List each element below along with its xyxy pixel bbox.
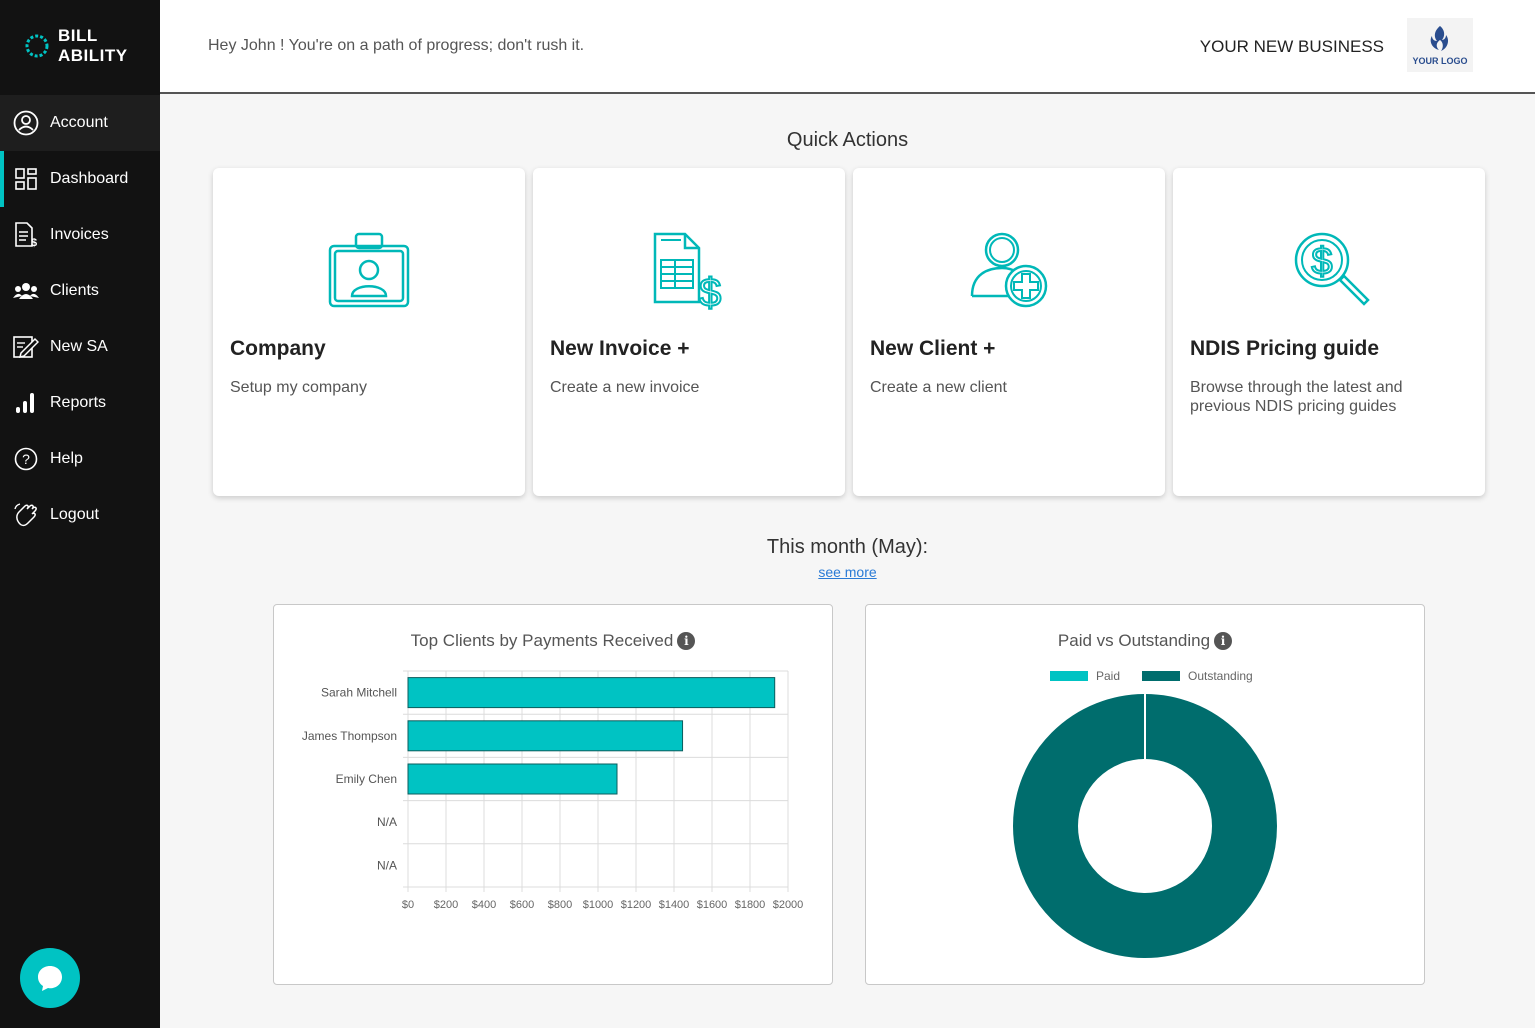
legend-label[interactable]: Paid <box>1096 669 1120 683</box>
info-icon[interactable]: i <box>1214 632 1233 650</box>
sidebar-item-label: Help <box>50 450 83 467</box>
quick-action-ndis-pricing[interactable]: $ NDIS Pricing guide Browse through the … <box>1173 168 1485 496</box>
quick-actions-title: Quick Actions <box>786 129 909 151</box>
sidebar-item-reports[interactable]: Reports <box>0 375 160 431</box>
card-description: Create a new client <box>870 379 1007 396</box>
x-tick-label: $1600 <box>697 899 728 911</box>
waving-hand-icon <box>12 501 40 529</box>
y-category-label: N/A <box>377 858 397 872</box>
card-description: Setup my company <box>230 379 367 396</box>
svg-text:$: $ <box>699 271 721 310</box>
help-circle-icon: ? <box>12 445 40 473</box>
legend-swatch[interactable] <box>1050 671 1088 681</box>
y-category-label: Emily Chen <box>336 772 397 786</box>
dashboard-grid-icon <box>12 165 40 193</box>
svg-text:$: $ <box>1311 241 1332 283</box>
svg-text:$: $ <box>31 237 37 248</box>
x-tick-label: $1000 <box>583 899 614 911</box>
see-more-container: see more <box>160 564 1535 580</box>
invoice-icon: $ <box>12 221 40 249</box>
x-tick-label: $1800 <box>735 899 766 911</box>
card-title: New Invoice + <box>550 337 690 360</box>
info-icon[interactable]: i <box>677 632 696 650</box>
top-clients-bar-chart: $0 $200 $400 $600 $800 $1000 $1200 $1400 $1600 $1… <box>302 670 804 911</box>
x-tick-label: $1200 <box>621 899 652 911</box>
sidebar-item-help[interactable]: ? Help <box>0 431 160 487</box>
sidebar-item-clients[interactable]: Clients <box>0 263 160 319</box>
chart-title: Top Clients by Payments Received i <box>274 631 832 651</box>
see-more-link[interactable]: see more <box>818 564 877 580</box>
user-circle-icon <box>12 109 40 137</box>
users-group-icon <box>12 277 40 305</box>
add-user-icon <box>970 232 1048 308</box>
sidebar-item-logout[interactable]: Logout <box>0 487 160 543</box>
invoice-document-icon: $ <box>653 232 722 310</box>
chart-title: Paid vs Outstanding i <box>866 631 1424 651</box>
bar-chart-icon <box>12 389 40 417</box>
sidebar-item-label: Account <box>50 114 108 131</box>
sidebar-item-label: Logout <box>50 506 99 523</box>
brand-line1: BILL <box>58 26 98 45</box>
dollar-search-icon: $ <box>1294 232 1370 306</box>
chart-title-text: Top Clients by Payments Received <box>410 631 674 650</box>
x-tick-label: $400 <box>472 899 496 911</box>
top-clients-chart-panel: Top Clients by Payments Received i $0 $200… <box>273 604 833 985</box>
bar[interactable] <box>407 677 776 709</box>
sidebar-item-label: Dashboard <box>50 170 129 187</box>
bar[interactable] <box>407 763 618 795</box>
card-description: Browse through the latest and previous N… <box>1190 379 1403 415</box>
month-summary-title: This month (May): <box>766 536 929 558</box>
brand-logo[interactable]: BILL ABILITY <box>0 0 160 92</box>
y-category-label: James Thompson <box>302 729 397 743</box>
card-title: NDIS Pricing guide <box>1190 337 1380 360</box>
sidebar-item-new-sa[interactable]: New SA <box>0 319 160 375</box>
card-title: Company <box>230 337 326 360</box>
x-tick-label: $0 <box>402 899 414 911</box>
quick-action-new-invoice[interactable]: $ New Invoice + Create a new invoice <box>533 168 845 496</box>
sidebar-item-account[interactable]: Account <box>0 95 160 151</box>
card-description: Create a new invoice <box>550 379 700 396</box>
sidebar-item-label: Reports <box>50 394 107 411</box>
logo-text: YOUR LOGO <box>1412 56 1468 66</box>
business-name[interactable]: YOUR NEW BUSINESS <box>1199 37 1384 56</box>
sidebar-item-dashboard[interactable]: Dashboard <box>0 151 160 207</box>
sidebar-item-label: Invoices <box>50 226 109 243</box>
sidebar: BILL ABILITY Account Dashboard $ Invoice… <box>0 0 160 1028</box>
card-title: New Client + <box>870 337 996 360</box>
chat-widget-button[interactable] <box>20 948 80 1008</box>
company-id-card-icon <box>328 232 410 308</box>
legend-swatch[interactable] <box>1142 671 1180 681</box>
chat-icon <box>38 966 62 991</box>
edit-document-icon <box>12 333 40 361</box>
logo-mark-icon <box>1430 26 1449 51</box>
business-logo[interactable]: YOUR LOGO <box>1407 18 1473 72</box>
x-tick-label: $200 <box>434 899 458 911</box>
paid-vs-outstanding-chart-panel: Paid vs Outstanding i Paid Outstanding <box>865 604 1425 985</box>
x-tick-label: $800 <box>548 899 572 911</box>
svg-text:?: ? <box>22 451 30 467</box>
sidebar-item-label: New SA <box>50 338 108 355</box>
bar[interactable] <box>407 720 684 752</box>
x-tick-label: $2000 <box>773 899 804 911</box>
quick-action-new-client[interactable]: New Client + Create a new client <box>853 168 1165 496</box>
quick-action-company[interactable]: Company Setup my company <box>213 168 525 496</box>
paid-vs-outstanding-donut-chart: Paid Outstanding <box>1013 669 1277 958</box>
sidebar-item-invoices[interactable]: $ Invoices <box>0 207 160 263</box>
sidebar-item-label: Clients <box>50 282 99 299</box>
y-category-label: Sarah Mitchell <box>321 686 397 700</box>
y-category-label: N/A <box>377 815 397 829</box>
x-tick-label: $1400 <box>659 899 690 911</box>
top-header: Hey John ! You're on a path of progress;… <box>160 0 1535 94</box>
chart-title-text: Paid vs Outstanding <box>1057 631 1211 650</box>
greeting-text: Hey John ! You're on a path of progress;… <box>208 37 585 54</box>
brand-name: BILL ABILITY <box>58 26 128 66</box>
legend-label[interactable]: Outstanding <box>1188 669 1253 683</box>
brand-ring-icon <box>25 34 49 58</box>
brand-line2: ABILITY <box>58 46 128 65</box>
x-tick-label: $600 <box>510 899 534 911</box>
